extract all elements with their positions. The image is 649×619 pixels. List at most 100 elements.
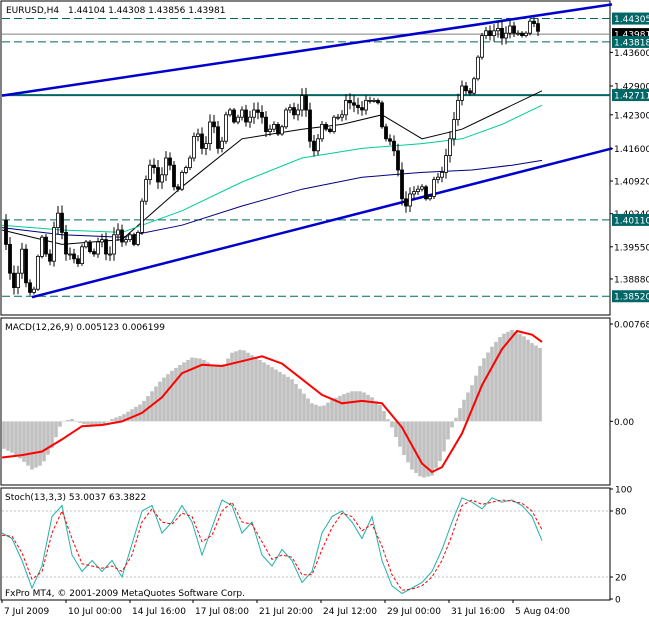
time-label-4: 21 Jul 20:00 bbox=[259, 607, 313, 617]
price-tag-1: 1.43981 bbox=[614, 31, 649, 41]
macd-bar bbox=[30, 421, 34, 470]
macd-bar bbox=[494, 341, 498, 422]
macd-bar bbox=[46, 421, 50, 455]
candle bbox=[456, 93, 460, 126]
candle-body bbox=[536, 23, 540, 32]
candle-body bbox=[136, 231, 140, 245]
candle-body bbox=[460, 85, 464, 101]
candle-body bbox=[412, 191, 416, 195]
candle bbox=[32, 286, 36, 295]
candle bbox=[320, 120, 324, 142]
macd-bar bbox=[38, 421, 42, 466]
price-tag-bg-5 bbox=[612, 89, 649, 102]
candle bbox=[40, 234, 44, 259]
macd-bar bbox=[418, 421, 422, 477]
candle bbox=[400, 162, 404, 206]
price-tag-2: 1.43818 bbox=[614, 38, 649, 48]
candle bbox=[152, 158, 156, 174]
candle-body bbox=[288, 107, 292, 111]
candle-body bbox=[248, 116, 252, 123]
candle bbox=[208, 114, 212, 151]
candle bbox=[268, 124, 272, 136]
stoch-tick-label-3: 0 bbox=[615, 596, 621, 606]
candle bbox=[148, 159, 152, 185]
candle bbox=[224, 111, 228, 144]
candle bbox=[52, 221, 56, 267]
candle bbox=[180, 170, 184, 192]
candle bbox=[228, 107, 232, 117]
macd-bar bbox=[34, 421, 38, 468]
macd-bar bbox=[426, 421, 430, 477]
price-tag-bg-2 bbox=[612, 35, 649, 48]
candle bbox=[344, 94, 348, 121]
candle-body bbox=[8, 243, 12, 274]
candle bbox=[204, 136, 208, 156]
stoch-main-line bbox=[1, 497, 543, 595]
candle bbox=[288, 104, 292, 114]
candle-body bbox=[56, 212, 60, 228]
macd-bar bbox=[522, 336, 526, 422]
candle-body bbox=[44, 236, 48, 255]
macd-bar bbox=[154, 386, 158, 422]
stoch-panel-frame bbox=[0, 487, 611, 601]
candle-body bbox=[532, 20, 536, 25]
candle-body bbox=[392, 140, 396, 152]
macd-bar bbox=[162, 377, 166, 422]
candle bbox=[364, 95, 368, 115]
price-tick-label-8: 1.40920 bbox=[614, 178, 649, 188]
candle bbox=[108, 246, 112, 261]
candle bbox=[20, 242, 24, 279]
macd-bar bbox=[282, 374, 286, 422]
channel-line-0 bbox=[1, 3, 613, 97]
macd-bar bbox=[530, 343, 534, 422]
candle bbox=[368, 96, 372, 104]
candle bbox=[176, 183, 180, 192]
symbol-title: EURUSD,H4 bbox=[6, 6, 59, 16]
candle-body bbox=[520, 32, 524, 37]
macd-bar bbox=[310, 403, 314, 422]
candle-body bbox=[404, 198, 408, 207]
macd-bar bbox=[158, 381, 162, 422]
candle bbox=[28, 279, 32, 296]
candle bbox=[480, 32, 484, 60]
stoch-axis: 100 80 20 0 bbox=[610, 486, 632, 606]
candle-body bbox=[360, 107, 364, 111]
macd-bar bbox=[102, 421, 106, 425]
candle bbox=[84, 240, 88, 249]
candle bbox=[448, 131, 452, 163]
macd-bar bbox=[538, 347, 542, 422]
candle bbox=[496, 20, 500, 38]
macd-bar bbox=[74, 420, 78, 422]
candle bbox=[308, 102, 312, 148]
stoch-signal-line bbox=[1, 499, 543, 591]
macd-bar bbox=[306, 398, 310, 422]
macd-bar bbox=[270, 367, 274, 422]
macd-bar bbox=[86, 421, 90, 425]
candle bbox=[92, 248, 96, 257]
candle-body bbox=[124, 239, 128, 243]
price-tick-label-12: 1.38880 bbox=[614, 275, 649, 285]
macd-bar bbox=[110, 418, 114, 422]
macd-bar bbox=[174, 367, 178, 422]
macd-bar bbox=[506, 331, 510, 422]
candle-body bbox=[440, 171, 444, 178]
macd-bar bbox=[346, 392, 350, 422]
macd-bar bbox=[178, 365, 182, 422]
candle bbox=[192, 132, 196, 162]
macd-bar bbox=[518, 333, 522, 422]
candle-body bbox=[504, 32, 508, 39]
macd-bar bbox=[214, 365, 218, 422]
macd-bar bbox=[446, 421, 450, 440]
candle-body bbox=[40, 236, 44, 257]
moving-average-1 bbox=[1, 104, 543, 233]
macd-bar bbox=[66, 419, 70, 422]
stoch-layer bbox=[1, 497, 610, 595]
candle-body bbox=[356, 104, 360, 108]
candle-body bbox=[184, 167, 188, 173]
candle-body bbox=[388, 138, 392, 142]
candle-body bbox=[328, 128, 332, 132]
price-tag-0: 1.44305 bbox=[614, 15, 649, 25]
macd-bar bbox=[442, 421, 446, 452]
candle-body bbox=[316, 138, 320, 152]
